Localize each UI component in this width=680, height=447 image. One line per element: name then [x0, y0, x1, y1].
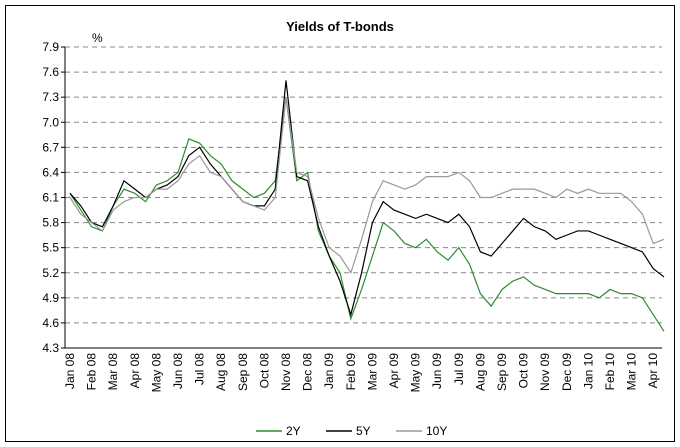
y-tick-label: 6.7	[42, 140, 59, 154]
x-tick-label: Jan 10	[581, 353, 595, 389]
x-tick-label: Oct 08	[257, 353, 271, 389]
x-tick-label: Jun 09	[430, 353, 444, 389]
x-tick-label: May 08	[149, 353, 163, 393]
x-tick-label: Jul 08	[193, 353, 207, 385]
y-tick-label: 7.3	[42, 90, 59, 104]
legend-label: 10Y	[426, 424, 447, 438]
x-tick-label: Sep 09	[495, 353, 509, 391]
y-tick-label: 4.6	[42, 316, 59, 330]
series-line	[69, 97, 665, 332]
y-tick-label: 5.5	[42, 241, 59, 255]
x-tick-label: Feb 09	[344, 353, 358, 391]
y-tick-label: 6.4	[42, 165, 59, 179]
legend-label: 5Y	[356, 424, 371, 438]
y-tick-label: 7.0	[42, 115, 59, 129]
y-tick-label: 6.1	[42, 191, 59, 205]
x-tick-label: Jul 09	[452, 353, 466, 385]
y-tick-label: 4.9	[42, 291, 59, 305]
x-tick-label: Dec 08	[301, 353, 315, 391]
x-tick-label: Apr 09	[387, 353, 401, 389]
x-tick-label: Feb 10	[603, 353, 617, 391]
x-tick-label: Dec 09	[560, 353, 574, 391]
x-tick-label: May 09	[409, 353, 423, 393]
legend-label: 2Y	[286, 424, 301, 438]
x-tick-label: Apr 10	[646, 353, 660, 389]
x-tick-label: Jun 08	[171, 353, 185, 389]
x-tick-label: Feb 08	[85, 353, 99, 391]
series-line	[69, 80, 665, 317]
y-tick-label: 4.3	[42, 341, 59, 355]
y-tick-label: 7.6	[42, 65, 59, 79]
x-tick-label: Apr 08	[128, 353, 142, 389]
x-tick-label: Aug 09	[473, 353, 487, 391]
x-tick-label: Mar 08	[106, 353, 120, 391]
x-tick-label: Jan 08	[63, 353, 77, 389]
y-tick-label: 5.2	[42, 266, 59, 280]
x-tick-label: Oct 09	[517, 353, 531, 389]
x-tick-label: Mar 09	[365, 353, 379, 391]
x-tick-label: Aug 08	[214, 353, 228, 391]
x-tick-label: Nov 08	[279, 353, 293, 391]
y-axis-label: %	[92, 31, 103, 45]
x-tick-label: Nov 09	[538, 353, 552, 391]
x-tick-label: Sep 08	[236, 353, 250, 391]
series-line	[69, 97, 665, 275]
y-tick-label: 5.8	[42, 216, 59, 230]
y-tick-label: 7.9	[42, 40, 59, 54]
chart-frame	[5, 5, 675, 442]
chart-title: Yields of T-bonds	[286, 19, 394, 34]
x-tick-label: Jan 09	[322, 353, 336, 389]
x-tick-label: Mar 10	[625, 353, 639, 391]
